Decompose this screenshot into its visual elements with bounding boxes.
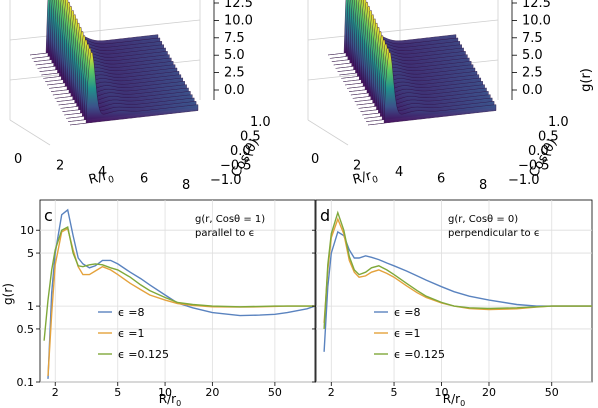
cos-tick-label: 1.0 (250, 115, 271, 130)
cos-tick-label: −1.0 (508, 173, 540, 188)
z-tick-label: 10.0 (224, 13, 253, 28)
panel-d-xtick-label: 10 (435, 386, 449, 399)
z-tick-label: 2.5 (522, 66, 543, 81)
panel-c-xtick-label: 20 (205, 386, 219, 399)
cos-tick-label: 1.0 (548, 115, 569, 130)
r-tick-label: 4 (395, 165, 403, 180)
surface-ribbons-left (29, 0, 199, 126)
panel-d-ticks: 2 5 10 20 50 (312, 229, 559, 399)
r-tick-label: 6 (437, 172, 445, 187)
r-tick-label: 8 (182, 178, 190, 193)
panel-d-annotation-1: g(r, Cosθ = 0) (448, 214, 518, 225)
legend-label: ϵ =0.125 (394, 348, 445, 361)
panel-c-annotation-2: parallel to ϵ (195, 228, 255, 239)
panel-c-ytick-label: 10 (20, 224, 34, 237)
surface-ribbon (69, 51, 199, 126)
r-axis-label-left: R/r0 (87, 167, 116, 191)
panel-c-ylabel: g(r) (1, 283, 15, 305)
legend-label: ϵ =8 (394, 306, 420, 319)
cos-tick-label: 0.0 (230, 144, 251, 159)
z-tick-label: 12.5 (224, 0, 253, 11)
g-axis-label-right: g(r) (579, 68, 594, 92)
z-tick-label: 7.5 (224, 31, 245, 46)
r-tick-label: 2 (56, 159, 64, 174)
r-tick-label: 6 (140, 172, 148, 187)
panel-d-xtick-label: 2 (328, 386, 335, 399)
panel-c-xtick-label: 50 (268, 386, 282, 399)
panel-d-xtick-label: 20 (482, 386, 496, 399)
cos-tick-label: 0.0 (528, 144, 549, 159)
panel-d-xtick-label: 50 (545, 386, 559, 399)
cos-tick-labels-left: 1.00.50.0−0.5−1.0 (210, 115, 271, 188)
panel-c-ytick-label: 0.5 (17, 323, 35, 336)
panel-c-xtick-label: 2 (52, 386, 59, 399)
r-tick-label: 4 (98, 165, 106, 180)
panel-d-series-line (323, 210, 592, 329)
surface-ribbons-right (327, 0, 497, 126)
surface-plot-right: 12.510.07.55.02.50.0 1.00.50.0−0.5−1.0 0… (307, 0, 594, 193)
panel-c-grid (40, 200, 315, 383)
r-tick-labels-right: 0 2 4 6 8 (311, 152, 487, 193)
panel-c-xtick-label: 5 (114, 386, 121, 399)
z-tick-label: 5.0 (224, 48, 245, 63)
panel-d-xlabel: R/r0 (443, 392, 465, 408)
panel-c-frame (39, 199, 316, 383)
surface-ribbon (367, 51, 497, 126)
z-tick-label: 10.0 (522, 13, 551, 28)
panel-d-series (323, 210, 592, 352)
z-tick-label: 0.0 (522, 83, 543, 98)
cos-tick-label: −0.5 (518, 159, 550, 174)
z-tick-labels-left: 12.5 10.0 7.5 5.0 2.5 0.0 (214, 0, 253, 98)
cos-tick-label: 0.5 (538, 130, 559, 145)
panel-c-series-line (47, 208, 316, 379)
legend-label: ϵ =1 (118, 327, 144, 340)
panel-c: 2 5 10 20 50 0.1 0.5 1 5 10 c g(r, Cosθ = 1) para… (1, 199, 316, 408)
cos-tick-label: 0.5 (240, 130, 261, 145)
panel-d-legend: ϵ =8 ϵ =1 ϵ =0.125 (374, 306, 445, 361)
panel-c-ytick-label: 1 (27, 300, 34, 313)
z-tick-label: 0.0 (224, 83, 245, 98)
panel-d: 2 5 10 20 50 d g(r, Cosθ = 0) perpendicular … (312, 199, 593, 408)
r-tick-labels-left: 0 2 4 6 8 (14, 152, 190, 193)
cos-tick-label: −0.5 (220, 159, 252, 174)
r-tick-label: 0 (14, 152, 22, 167)
z-tick-labels-right: 12.5 10.0 7.5 5.0 2.5 0.0 (512, 0, 551, 98)
cos-tick-labels-right: 1.00.50.0−0.5−1.0 (508, 115, 569, 188)
z-tick-label: 12.5 (522, 0, 551, 11)
panel-c-ytick-label: 5 (27, 247, 34, 260)
legend-label: ϵ =8 (118, 306, 144, 319)
legend-label: ϵ =1 (394, 327, 420, 340)
panel-c-xtick-label: 10 (158, 386, 172, 399)
legend-label: ϵ =0.125 (118, 348, 169, 361)
panel-c-xlabel: R/r0 (159, 392, 181, 408)
r-tick-label: 2 (353, 159, 361, 174)
panel-c-letter: c (44, 206, 53, 225)
panel-c-series (43, 208, 316, 379)
r-tick-label: 8 (479, 178, 487, 193)
panel-c-ticks: 2 5 10 20 50 0.1 0.5 1 5 10 (17, 224, 282, 399)
panel-d-annotation-2: perpendicular to ϵ (448, 228, 540, 239)
panel-c-legend: ϵ =8 ϵ =1 ϵ =0.125 (98, 306, 169, 361)
r-axis-label-right: R/r0 (351, 167, 380, 191)
r-tick-label: 0 (311, 152, 319, 167)
panel-d-letter: d (320, 206, 330, 225)
panel-c-annotation-1: g(r, Cosθ = 1) (195, 214, 265, 225)
panel-c-series-line (43, 226, 315, 341)
panel-c-ytick-label: 0.1 (17, 376, 35, 389)
z-tick-label: 7.5 (522, 31, 543, 46)
cos-tick-label: −1.0 (210, 173, 242, 188)
z-tick-label: 2.5 (224, 66, 245, 81)
surface-plot-left: 12.510.07.55.02.50.0 1.00.50.0−0.5−1.0 0… (9, 0, 271, 193)
z-tick-label: 5.0 (522, 48, 543, 63)
panel-d-xtick-label: 5 (391, 386, 398, 399)
